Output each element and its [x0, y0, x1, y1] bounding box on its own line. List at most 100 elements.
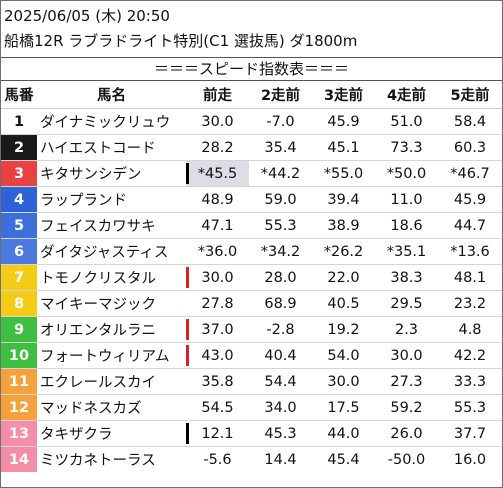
table-row: 1 ダイナミックリュウ 30.0 -7.0 45.9 51.0 58.4 [1, 108, 502, 135]
race-title: 船橋12R ラブラドライト特別(C1 選抜馬) ダ1800m [4, 32, 358, 50]
speed-index-value: 44.0 [312, 420, 375, 447]
speed-index-value: *50.0 [375, 160, 438, 187]
speed-index-value: 68.9 [249, 290, 312, 317]
horse-number: 4 [1, 186, 37, 213]
speed-index-value: 45.3 [249, 420, 312, 447]
speed-index-value: *55.0 [312, 160, 375, 187]
table-row: 13 タキザクラ 12.1 45.3 44.0 26.0 37.7 [1, 420, 502, 447]
speed-index-value: 30.0 [375, 342, 438, 369]
speed-index-value: *13.6 [438, 238, 502, 265]
speed-index-value: 39.4 [312, 186, 375, 213]
horse-name: キタサンシデン [37, 160, 186, 187]
col-header-5back: 5走前 [438, 80, 502, 109]
speed-index-value: -50.0 [375, 446, 438, 472]
horse-number: 6 [1, 238, 37, 265]
horse-name: フォートウィリアム [37, 342, 186, 369]
speed-index-value: 73.3 [375, 134, 438, 161]
speed-index-value: 54.4 [249, 368, 312, 395]
speed-index-value: 30.0 [186, 264, 249, 291]
speed-index-value: 40.4 [249, 342, 312, 369]
table-row: 9 オリエンタルラニ 37.0 -2.8 19.2 2.3 4.8 [1, 316, 502, 343]
speed-index-value: *35.1 [375, 238, 438, 265]
table-row: 6 ダイタジャスティス *36.0 *34.2 *26.2 *35.1 *13.6 [1, 238, 502, 265]
speed-index-value: 55.3 [438, 394, 502, 421]
speed-index-value: 51.0 [375, 108, 438, 135]
race-datetime: 2025/06/05 (木) 20:50 [4, 7, 170, 25]
speed-index-value: 30.0 [186, 108, 249, 135]
speed-index-value: 55.3 [249, 212, 312, 239]
speed-index-value: -2.8 [249, 316, 312, 343]
speed-index-value: 54.0 [312, 342, 375, 369]
horse-name: トモノクリスタル [37, 264, 186, 291]
speed-index-value: 37.7 [438, 420, 502, 447]
speed-index-value: -5.6 [186, 446, 249, 472]
speed-index-value: 26.0 [375, 420, 438, 447]
speed-index-value: 60.3 [438, 134, 502, 161]
table-row: 8 マイキーマジック 27.8 68.9 40.5 29.5 23.2 [1, 290, 502, 317]
horse-name: フェイスカワサキ [37, 212, 186, 239]
table-row: 5 フェイスカワサキ 47.1 55.3 38.9 18.6 44.7 [1, 212, 502, 239]
speed-index-value: 40.5 [312, 290, 375, 317]
speed-index-value: 30.0 [312, 368, 375, 395]
speed-index-value: 12.1 [186, 420, 249, 447]
speed-index-value: 17.5 [312, 394, 375, 421]
table-header-row: 馬番 馬名 前走 2走前 3走前 4走前 5走前 [1, 80, 502, 109]
col-header-2back: 2走前 [249, 80, 312, 109]
horse-number: 2 [1, 134, 37, 161]
speed-index-value: 37.0 [186, 316, 249, 343]
col-header-number: 馬番 [1, 80, 37, 109]
speed-index-value: 19.2 [312, 316, 375, 343]
table-banner: ＝＝＝スピード指数表＝＝＝ [1, 57, 502, 81]
table-row: 12 マッドネスカズ 54.5 34.0 17.5 59.2 55.3 [1, 394, 502, 421]
speed-index-value: 34.0 [249, 394, 312, 421]
table-row: 14 ミツカネトーラス -5.6 14.4 45.4 -50.0 16.0 [1, 446, 502, 472]
speed-index-value: -7.0 [249, 108, 312, 135]
speed-index-value: 43.0 [186, 342, 249, 369]
speed-index-value: *36.0 [186, 238, 249, 265]
speed-index-value: 16.0 [438, 446, 502, 472]
col-header-3back: 3走前 [312, 80, 375, 109]
speed-index-value: 35.8 [186, 368, 249, 395]
speed-index-value: 45.9 [312, 108, 375, 135]
speed-index-value: 48.1 [438, 264, 502, 291]
speed-index-value: 22.0 [312, 264, 375, 291]
horse-number: 3 [1, 160, 37, 187]
speed-index-value: 54.5 [186, 394, 249, 421]
speed-index-value: *45.5 [186, 160, 249, 187]
speed-index-value: 28.0 [249, 264, 312, 291]
speed-index-value: *44.2 [249, 160, 312, 187]
horse-name: オリエンタルラニ [37, 316, 186, 343]
speed-index-value: 23.2 [438, 290, 502, 317]
speed-index-value: 38.9 [312, 212, 375, 239]
horse-name: ミツカネトーラス [37, 446, 186, 472]
horse-name: マイキーマジック [37, 290, 186, 317]
table-row: 4 ラップランド 48.9 59.0 39.4 11.0 45.9 [1, 186, 502, 213]
speed-index-value: 45.4 [312, 446, 375, 472]
speed-index-value: 35.4 [249, 134, 312, 161]
speed-index-value: 14.4 [249, 446, 312, 472]
col-header-4back: 4走前 [375, 80, 438, 109]
horse-number: 10 [1, 342, 37, 369]
horse-name: ダイタジャスティス [37, 238, 186, 265]
horse-number: 8 [1, 290, 37, 317]
speed-index-value: 45.9 [438, 186, 502, 213]
speed-index-value: 11.0 [375, 186, 438, 213]
speed-index-value: 59.2 [375, 394, 438, 421]
horse-name: ハイエストコード [37, 134, 186, 161]
col-header-name: 馬名 [37, 80, 186, 109]
speed-index-value: 44.7 [438, 212, 502, 239]
horse-name: マッドネスカズ [37, 394, 186, 421]
speed-index-value: 47.1 [186, 212, 249, 239]
horse-number: 11 [1, 368, 37, 395]
horse-number: 1 [1, 108, 37, 135]
speed-index-value: 45.1 [312, 134, 375, 161]
col-header-last: 前走 [186, 80, 249, 109]
horse-number: 9 [1, 316, 37, 343]
speed-index-value: 4.8 [438, 316, 502, 343]
horse-number: 13 [1, 420, 37, 447]
horse-number: 12 [1, 394, 37, 421]
speed-index-value: 42.2 [438, 342, 502, 369]
horse-name: ダイナミックリュウ [37, 108, 186, 135]
horse-name: タキザクラ [37, 420, 186, 447]
horse-number: 7 [1, 264, 37, 291]
